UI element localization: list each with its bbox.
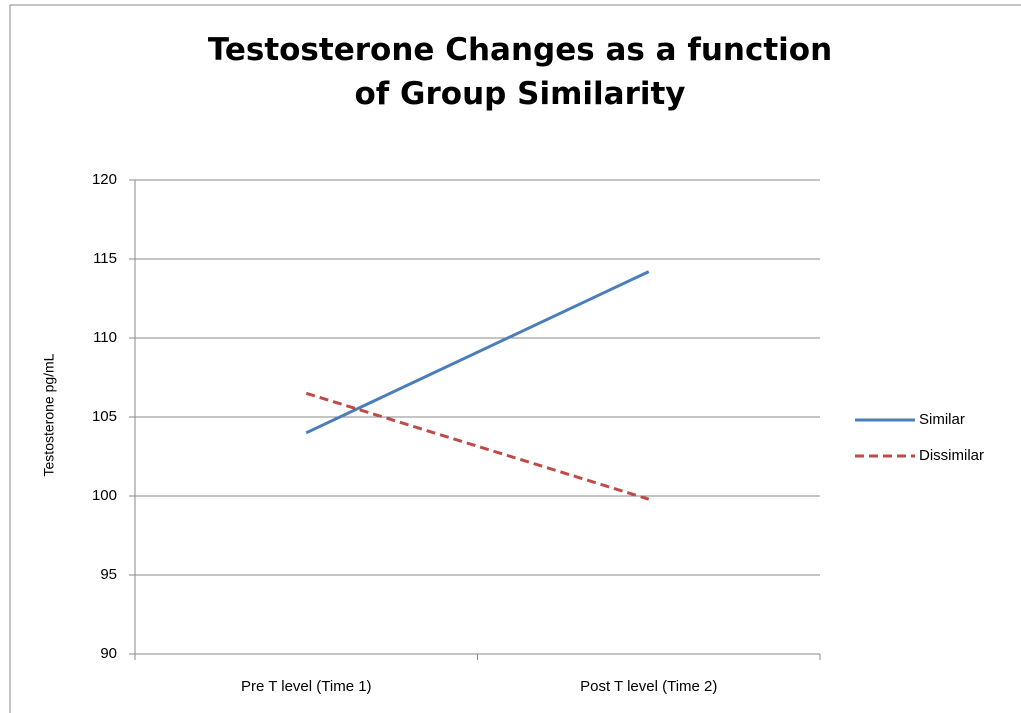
legend-label: Dissimilar <box>919 447 984 464</box>
y-tick-label: 105 <box>92 408 117 425</box>
chart-frame <box>9 4 1021 713</box>
series-line <box>305 391 650 501</box>
legend-label: Similar <box>919 411 965 428</box>
y-tick-label: 90 <box>100 645 117 662</box>
y-tick-label: 110 <box>93 329 117 346</box>
x-tick-label: Pre T level (Time 1) <box>241 678 372 695</box>
series-line <box>305 270 650 435</box>
y-axis-label: Testosterone pg/mL <box>41 353 57 476</box>
chart-title: Testosterone Changes as a function of Gr… <box>207 32 833 112</box>
y-tick-label: 120 <box>92 171 117 188</box>
y-tick-label: 100 <box>92 487 117 504</box>
y-tick-label: 95 <box>100 566 117 583</box>
y-tick-label: 115 <box>93 250 117 267</box>
x-tick-label: Post T level (Time 2) <box>580 678 717 695</box>
